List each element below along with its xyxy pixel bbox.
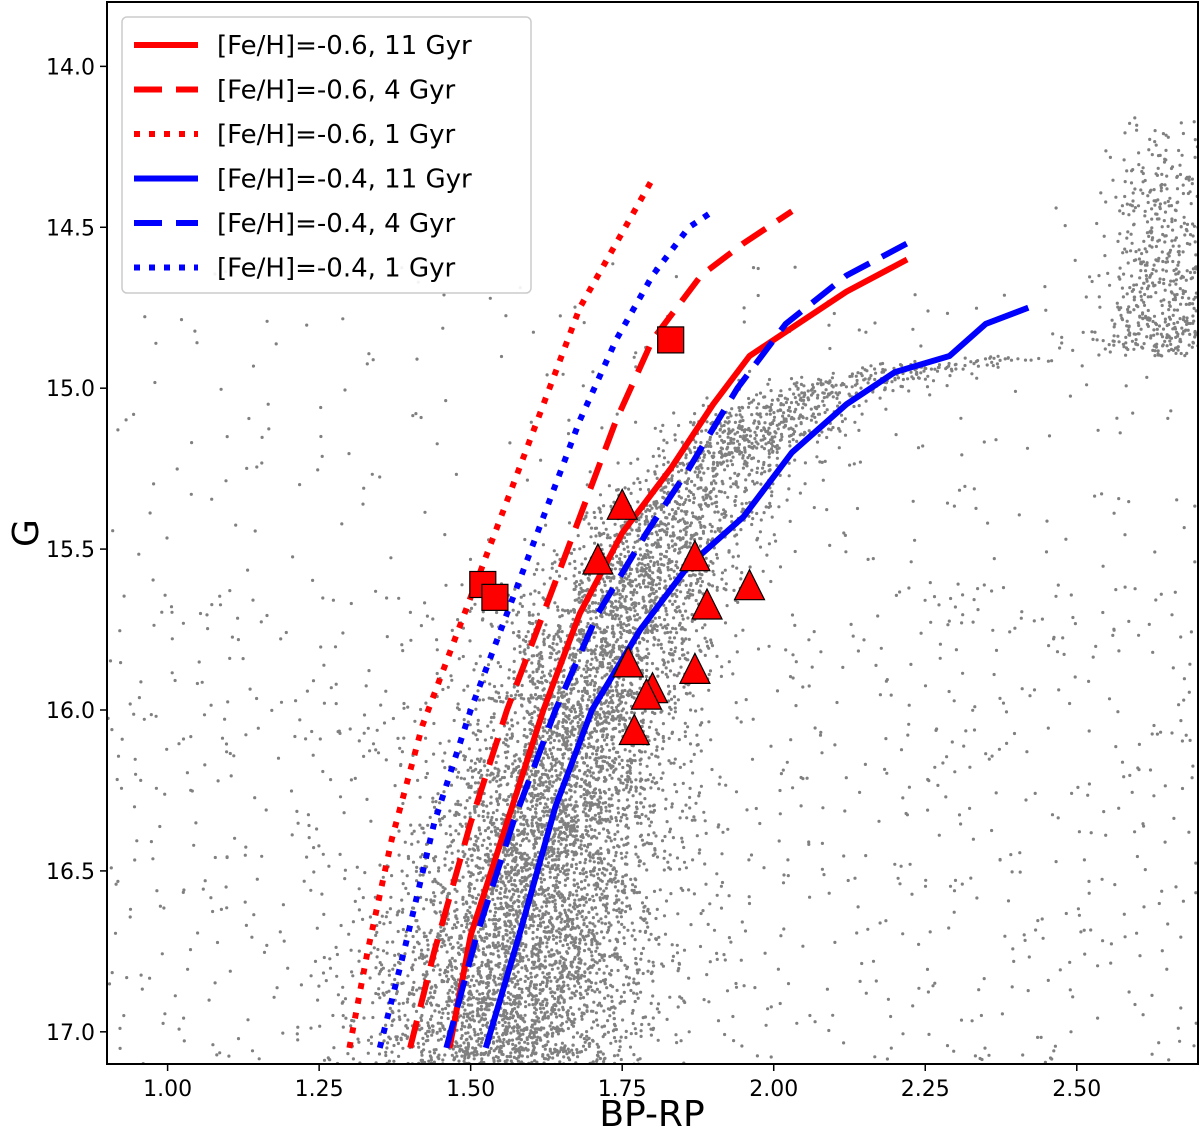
legend-label-6: [Fe/H]=-0.4, 1 Gyr xyxy=(217,254,456,284)
y-tick-label: 16.0 xyxy=(46,699,95,724)
legend-label-4: [Fe/H]=-0.4, 11 Gyr xyxy=(217,165,472,195)
x-tick-label: 2.25 xyxy=(901,1077,950,1102)
x-tick-label: 2.50 xyxy=(1052,1077,1101,1102)
square-marker-1 xyxy=(657,326,685,354)
triangle-marker-1 xyxy=(606,487,639,520)
triangle-marker-10 xyxy=(618,713,651,746)
isochrone-line-6 xyxy=(376,208,715,1049)
y-axis-label: G xyxy=(6,519,47,547)
y-tick-label: 15.5 xyxy=(46,538,95,563)
legend-label-5: [Fe/H]=-0.4, 4 Gyr xyxy=(217,209,456,239)
x-axis-ticks: 1.00 1.25 1.50 1.75 2.00 2.25 2.50 xyxy=(143,1064,1101,1102)
y-tick-label: 16.5 xyxy=(46,860,95,885)
isochrone-line-2 xyxy=(407,208,794,1049)
isochrone-line-4 xyxy=(482,304,1030,1049)
background-stars xyxy=(107,116,1198,1064)
plot-frame xyxy=(106,1,1199,1065)
square-marker-3 xyxy=(481,583,509,611)
x-tick-label: 1.25 xyxy=(295,1077,344,1102)
isochrone-line-5 xyxy=(443,240,909,1049)
legend-box xyxy=(121,16,532,294)
y-axis-ticks: 14.0 14.5 15.0 15.5 16.0 16.5 17.0 xyxy=(46,55,107,1046)
triangle-marker-2 xyxy=(581,542,614,575)
x-tick-label: 2.00 xyxy=(749,1077,798,1102)
isochrone-line-1 xyxy=(446,256,909,1049)
triangle-marker-9 xyxy=(630,677,663,710)
highlighted-stars xyxy=(469,326,766,746)
triangle-marker-3 xyxy=(678,539,711,572)
legend-label-1: [Fe/H]=-0.6, 11 Gyr xyxy=(217,31,472,61)
isochrone-lines xyxy=(346,177,1030,1049)
y-tick-label: 17.0 xyxy=(46,1021,95,1046)
field-star-points xyxy=(107,116,1198,1064)
triangle-marker-4 xyxy=(733,568,766,601)
y-tick-label: 14.5 xyxy=(46,216,95,241)
triangle-marker-7 xyxy=(678,652,711,685)
legend-label-2: [Fe/H]=-0.6, 4 Gyr xyxy=(217,76,456,106)
triangle-marker-6 xyxy=(612,645,645,678)
legend-label-3: [Fe/H]=-0.6, 1 Gyr xyxy=(217,120,456,150)
x-tick-label: 1.00 xyxy=(143,1077,192,1102)
x-axis-label: BP-RP xyxy=(599,1094,704,1134)
x-tick-label: 1.75 xyxy=(598,1077,647,1102)
legend: [Fe/H]=-0.6, 11 Gyr [Fe/H]=-0.6, 4 Gyr [Fe… xyxy=(121,16,532,294)
x-tick-label: 1.50 xyxy=(446,1077,495,1102)
y-tick-label: 15.0 xyxy=(46,377,95,402)
triangle-marker-5 xyxy=(691,587,723,620)
y-tick-label: 14.0 xyxy=(46,55,95,80)
